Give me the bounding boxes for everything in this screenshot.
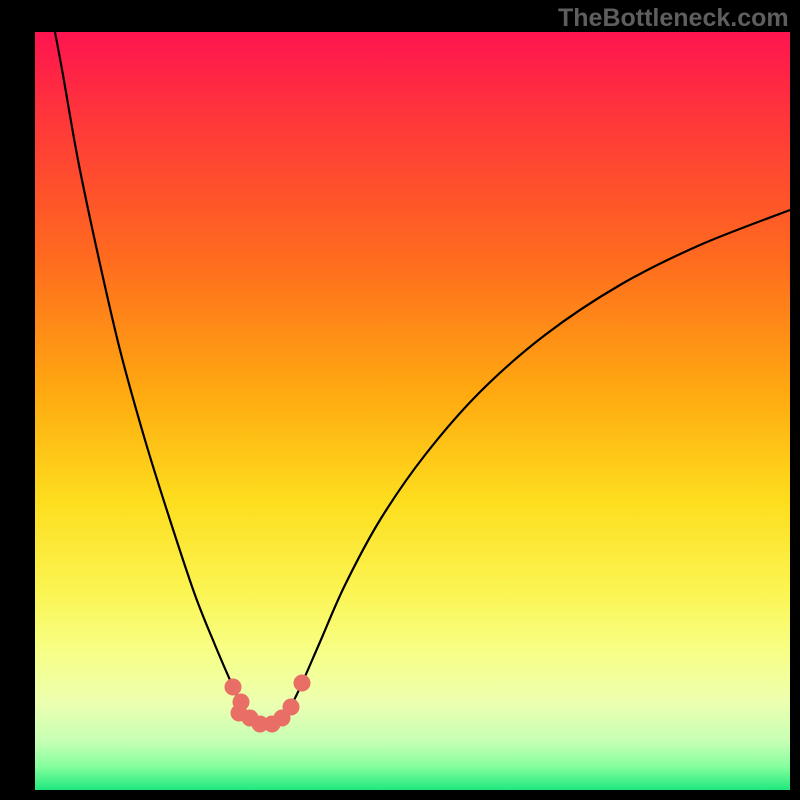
gradient-background	[35, 32, 790, 790]
marker-dot	[294, 675, 310, 691]
marker-dot	[283, 699, 299, 715]
watermark-text: TheBottleneck.com	[558, 4, 789, 33]
bottleneck-chart	[0, 0, 800, 800]
marker-dot	[225, 679, 241, 695]
